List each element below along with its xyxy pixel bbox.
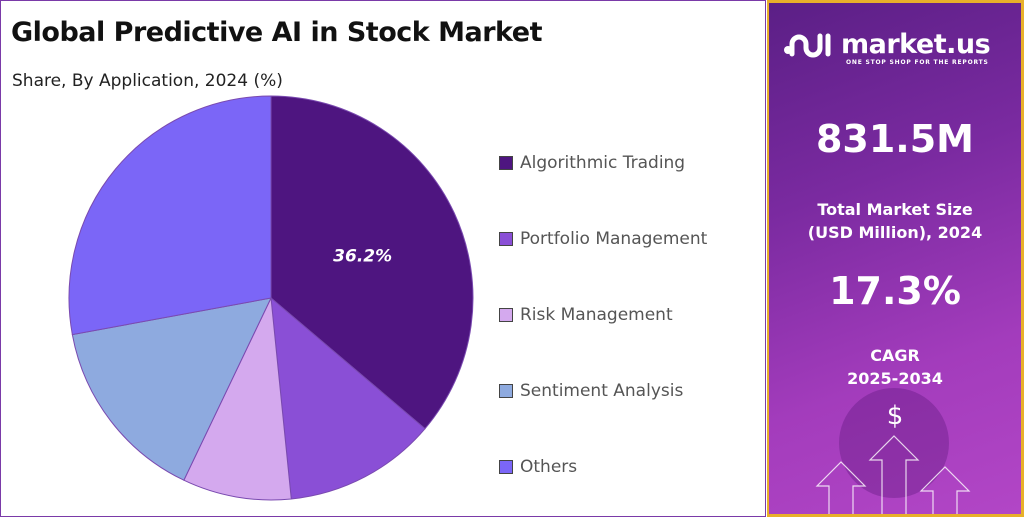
legend-swatch xyxy=(499,460,513,474)
legend-item: Algorithmic Trading xyxy=(499,125,707,201)
pie-chart: 36.2% xyxy=(68,95,474,501)
legend-label: Sentiment Analysis xyxy=(520,381,684,401)
legend-label: Algorithmic Trading xyxy=(520,153,686,173)
legend-label: Risk Management xyxy=(520,305,673,325)
pie-slice-risk-management xyxy=(183,296,292,501)
data-label: 36.2% xyxy=(333,247,392,267)
cagr-value: 17.3% xyxy=(829,269,961,313)
market-size-unit: (USD Million), 2024 xyxy=(807,223,983,242)
pie-slice-sentiment-analysis xyxy=(71,297,272,481)
legend-item: Others xyxy=(499,429,707,505)
dollar-icon: $ xyxy=(886,401,904,431)
chart-panel: Global Predictive AI in Stock Market Sha… xyxy=(0,0,766,517)
legend-item: Portfolio Management xyxy=(499,201,707,277)
legend-item: Risk Management xyxy=(499,277,707,353)
brand-logo: market.us ONE STOP SHOP FOR THE REPORTS xyxy=(783,29,991,66)
pie-slice-algorithmic-trading xyxy=(270,95,474,430)
market-size-value: 831.5M xyxy=(815,117,974,161)
brand-tagline: ONE STOP SHOP FOR THE REPORTS xyxy=(846,59,989,66)
legend-label: Others xyxy=(520,457,578,477)
legend-swatch xyxy=(499,232,513,246)
summary-panel: $ market.us ONE STOP SHOP FOR THE REPORT… xyxy=(767,0,1024,517)
chart-subtitle: Share, By Application, 2024 (%) xyxy=(12,71,283,91)
legend-swatch xyxy=(499,384,513,398)
legend-swatch xyxy=(499,156,513,170)
market-size-label: Total Market Size xyxy=(817,200,973,219)
market-us-logo-icon xyxy=(784,33,831,57)
chart-title: Global Predictive AI in Stock Market xyxy=(11,17,542,48)
cagr-period: 2025-2034 xyxy=(847,369,943,388)
brand-name: market.us xyxy=(841,29,991,60)
pie-slice-portfolio-management xyxy=(270,296,426,500)
cagr-label: CAGR xyxy=(870,346,920,365)
legend: Algorithmic Trading Portfolio Management R… xyxy=(499,125,707,505)
legend-swatch xyxy=(499,308,513,322)
legend-label: Portfolio Management xyxy=(520,229,708,249)
pie-slice-others xyxy=(68,95,272,336)
legend-item: Sentiment Analysis xyxy=(499,353,707,429)
growth-arrows-icon xyxy=(815,388,971,514)
